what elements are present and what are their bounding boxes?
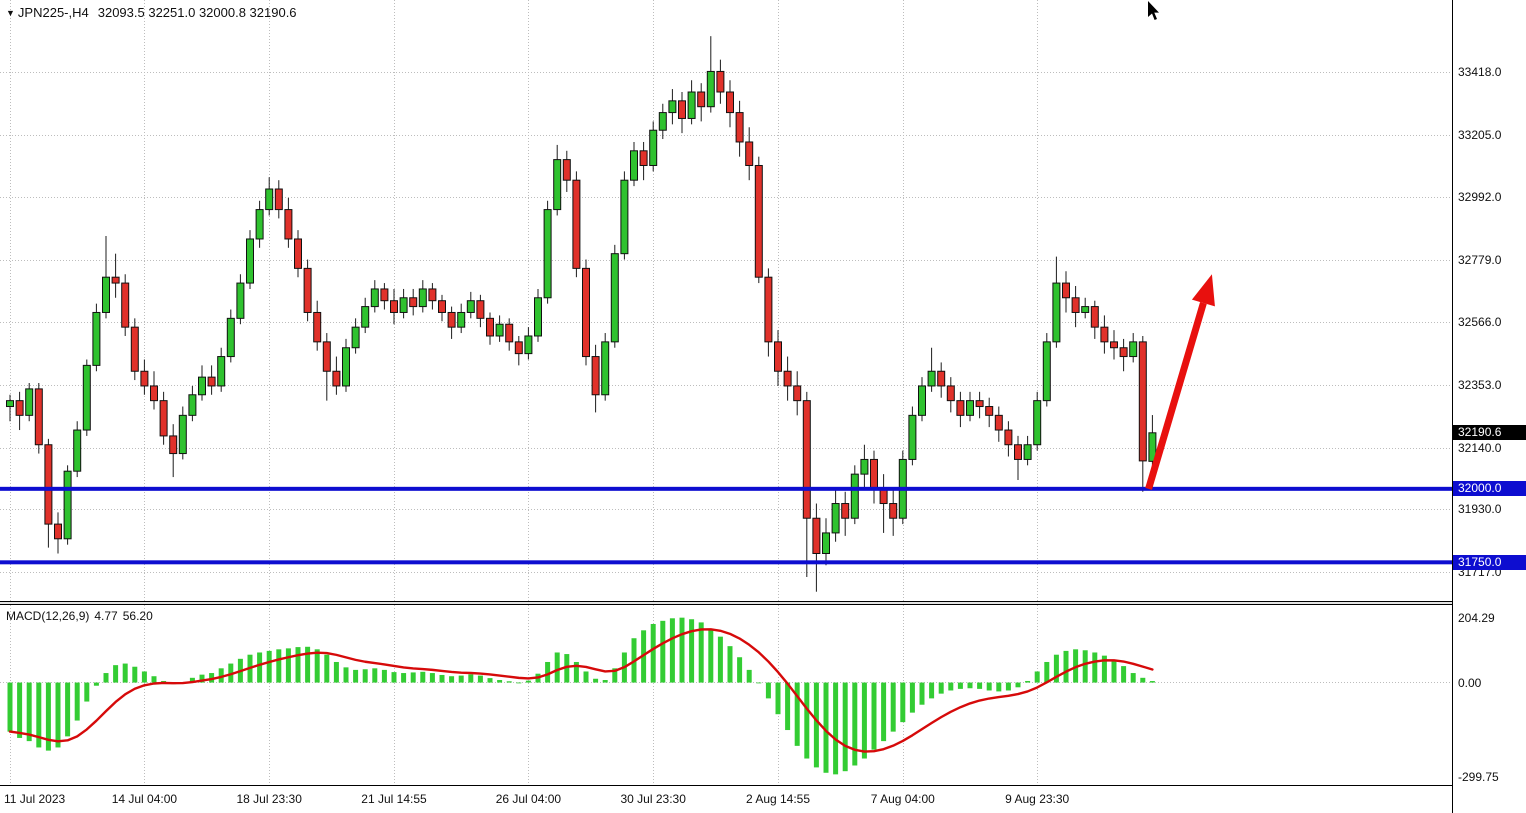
macd-axis-label: -299.75 — [1458, 770, 1499, 785]
macd-main-value: 4.77 — [94, 609, 118, 623]
chart-title: ▼ JPN225-,H4 32093.5 32251.0 32000.8 32190… — [6, 5, 297, 20]
price-axis-label: 31930.0 — [1458, 502, 1502, 517]
price-axis-label: 32566.0 — [1458, 315, 1502, 330]
current-price-tag: 32190.6 — [1453, 425, 1526, 441]
ohlc-values-label: 32093.5 32251.0 32000.8 32190.6 — [97, 5, 297, 20]
macd-signal-value: 56.20 — [122, 609, 153, 623]
time-axis-label: 21 Jul 14:55 — [361, 792, 427, 806]
price-axis-label: 32992.0 — [1458, 190, 1502, 205]
macd-name: MACD(12,26,9) — [6, 609, 90, 623]
time-axis-label: 7 Aug 04:00 — [870, 792, 935, 806]
macd-axis-label: 204.29 — [1458, 610, 1495, 625]
macd-axis-label: 0.00 — [1458, 675, 1482, 690]
price-axis-label: 32779.0 — [1458, 252, 1502, 267]
time-axis-label: 2 Aug 14:55 — [745, 792, 811, 806]
price-axis-label: 33205.0 — [1458, 127, 1502, 142]
pane-divider[interactable] — [0, 602, 1452, 605]
support-level-tag: 32000.0 — [1453, 481, 1526, 497]
time-axis[interactable]: 11 Jul 2023 14 Jul 04:00 18 Jul 23:30 21 Ju… — [0, 786, 1452, 813]
support-level-tag: 31750.0 — [1453, 554, 1526, 570]
macd-pane[interactable]: MACD(12,26,9) 4.77 56.20 — [0, 605, 1452, 786]
price-axis-label: 32353.0 — [1458, 378, 1502, 393]
time-axis-label: 9 Aug 23:30 — [1005, 792, 1070, 806]
time-axis-label: 11 Jul 2023 — [4, 792, 66, 806]
price-axis-label: 33418.0 — [1458, 65, 1502, 80]
macd-indicator-label: MACD(12,26,9) 4.77 56.20 — [6, 609, 158, 623]
time-axis-label: 26 Jul 04:00 — [495, 792, 562, 806]
symbol-timeframe-label: JPN225-,H4 — [17, 5, 89, 20]
price-pane[interactable]: ▼ JPN225-,H4 32093.5 32251.0 32000.8 32190… — [0, 0, 1452, 602]
time-axis-label: 18 Jul 23:30 — [236, 792, 302, 806]
macd-histogram-chart[interactable] — [0, 605, 1452, 785]
time-axis-label: 30 Jul 23:30 — [620, 792, 686, 806]
price-axis[interactable]: 33418.0 33205.0 32992.0 32779.0 32566.0 32353… — [1452, 0, 1526, 813]
time-axis-label: 14 Jul 04:00 — [111, 792, 178, 806]
price-axis-label: 32140.0 — [1458, 440, 1502, 455]
candlestick-chart[interactable] — [0, 0, 1452, 601]
mouse-cursor-icon — [1148, 1, 1159, 20]
symbol-dropdown-icon[interactable]: ▼ — [6, 8, 15, 18]
